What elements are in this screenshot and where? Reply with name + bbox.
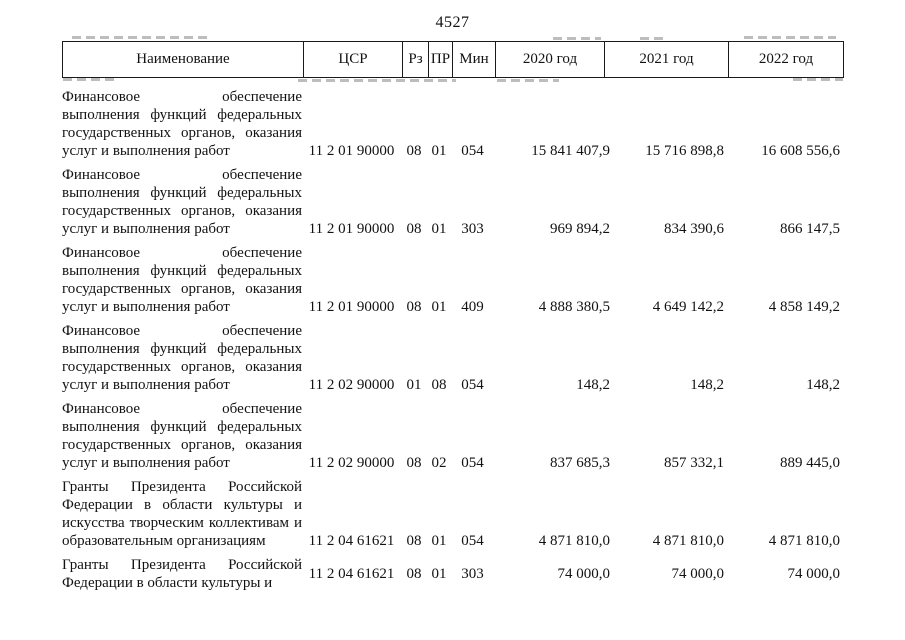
cell-pr: 01	[431, 299, 447, 315]
cell-amount-2021: 15 716 898,8	[645, 143, 724, 159]
column-header-rz: Рз	[402, 42, 428, 77]
column-header-name: Наименование	[136, 51, 230, 67]
cell-pr: 02	[431, 455, 447, 471]
cell-pr: 01	[431, 221, 447, 237]
cell-amount-2020: 4 888 380,5	[538, 299, 610, 315]
cell-pr: 01	[431, 533, 447, 549]
column-header-2021: 2021 год	[604, 42, 728, 77]
cell-pr: 08	[431, 377, 447, 393]
scan-artifact	[640, 37, 666, 40]
cell-amount-2022: 4 858 149,2	[768, 299, 840, 315]
budget-table-header: Наименование ЦСР Рз ПР Мин 2020 год 2021…	[62, 41, 844, 78]
cell-rz: 08	[406, 566, 422, 582]
scan-artifact	[497, 79, 559, 82]
cell-name: Финансовое обеспечение выполнения функци…	[62, 245, 302, 315]
cell-name: Финансовое обеспечение выполнения функци…	[62, 89, 302, 159]
cell-amount-2020: 969 894,2	[550, 221, 610, 237]
cell-amount-2021: 857 332,1	[664, 455, 724, 471]
cell-min: 303	[461, 566, 484, 582]
scan-artifact	[72, 36, 210, 39]
page-number: 4527	[435, 14, 470, 31]
cell-name: Гранты Президента Российской Федерации в…	[62, 557, 302, 591]
cell-csr: 11 2 04 61621	[308, 566, 395, 582]
cell-amount-2022: 16 608 556,6	[761, 143, 840, 159]
cell-csr: 11 2 04 61621	[308, 533, 395, 549]
cell-rz: 08	[406, 143, 422, 159]
cell-amount-2021: 148,2	[690, 377, 724, 393]
column-header-pr: ПР	[428, 42, 452, 77]
cell-amount-2022: 4 871 810,0	[768, 533, 840, 549]
cell-amount-2021: 74 000,0	[671, 566, 725, 582]
cell-amount-2020: 4 871 810,0	[538, 533, 610, 549]
cell-amount-2022: 148,2	[806, 377, 840, 393]
table-row: Финансовое обеспечение выполнения функци…	[62, 400, 840, 472]
column-header-2022: 2022 год	[728, 42, 843, 77]
cell-csr: 11 2 01 90000	[308, 143, 395, 159]
cell-amount-2020: 74 000,0	[557, 566, 611, 582]
scan-artifact	[63, 78, 117, 81]
cell-csr: 11 2 02 90000	[308, 377, 395, 393]
cell-min: 054	[461, 377, 484, 393]
cell-amount-2022: 74 000,0	[787, 566, 841, 582]
cell-rz: 08	[406, 455, 422, 471]
cell-rz: 08	[406, 533, 422, 549]
cell-amount-2021: 834 390,6	[664, 221, 724, 237]
cell-min: 054	[461, 143, 484, 159]
table-row: Финансовое обеспечение выполнения функци…	[62, 166, 840, 238]
cell-min: 054	[461, 533, 484, 549]
column-header-csr: ЦСР	[303, 42, 402, 77]
cell-csr: 11 2 01 90000	[308, 221, 395, 237]
cell-name: Финансовое обеспечение выполнения функци…	[62, 167, 302, 237]
cell-name: Финансовое обеспечение выполнения функци…	[62, 401, 302, 471]
column-header-min: Мин	[452, 42, 495, 77]
cell-min: 303	[461, 221, 484, 237]
table-row: Финансовое обеспечение выполнения функци…	[62, 88, 840, 160]
table-row: Гранты Президента Российской Федерации в…	[62, 478, 840, 550]
cell-amount-2020: 837 685,3	[550, 455, 610, 471]
table-row: Финансовое обеспечение выполнения функци…	[62, 322, 840, 394]
cell-pr: 01	[431, 143, 447, 159]
cell-csr: 11 2 02 90000	[308, 455, 395, 471]
cell-min: 409	[461, 299, 484, 315]
cell-rz: 01	[406, 377, 422, 393]
table-row: Гранты Президента Российской Федерации в…	[62, 556, 840, 592]
cell-amount-2022: 866 147,5	[780, 221, 840, 237]
cell-amount-2021: 4 871 810,0	[652, 533, 724, 549]
cell-rz: 08	[406, 221, 422, 237]
table-row: Финансовое обеспечение выполнения функци…	[62, 244, 840, 316]
scan-artifact	[793, 78, 843, 81]
cell-csr: 11 2 01 90000	[308, 299, 395, 315]
cell-amount-2022: 889 445,0	[780, 455, 840, 471]
cell-amount-2020: 148,2	[576, 377, 610, 393]
cell-rz: 08	[406, 299, 422, 315]
cell-name: Гранты Президента Российской Федерации в…	[62, 479, 302, 549]
scan-artifact	[744, 36, 836, 39]
cell-min: 054	[461, 455, 484, 471]
cell-amount-2021: 4 649 142,2	[652, 299, 724, 315]
cell-name: Финансовое обеспечение выполнения функци…	[62, 323, 302, 393]
cell-amount-2020: 15 841 407,9	[531, 143, 610, 159]
cell-pr: 01	[431, 566, 447, 582]
scan-artifact	[298, 79, 456, 82]
budget-table-body: Финансовое обеспечение выполнения функци…	[62, 88, 840, 598]
scan-artifact	[553, 37, 601, 40]
column-header-2020: 2020 год	[495, 42, 604, 77]
